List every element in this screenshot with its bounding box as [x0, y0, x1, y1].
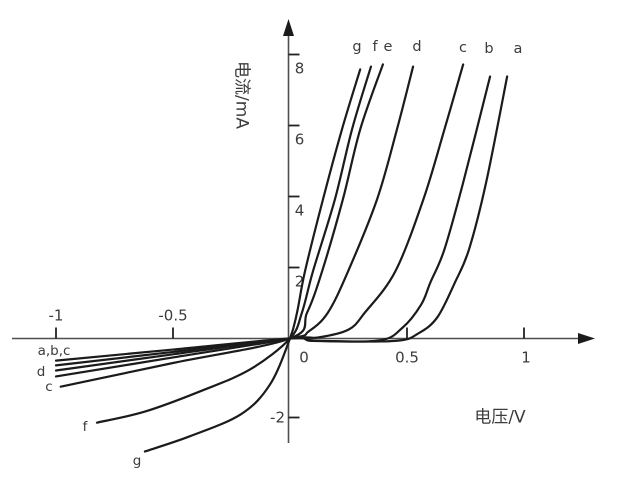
curve-b	[54, 75, 492, 367]
x-tick-label: 1	[521, 349, 531, 367]
y-tick-label: -2	[270, 409, 285, 427]
curve-e	[59, 63, 384, 388]
y-axis-title: 电流/mA	[231, 61, 252, 129]
x-axis-arrow-icon	[578, 333, 595, 344]
y-tick-label: 8	[295, 60, 305, 78]
reverse-branch-label: f	[83, 419, 89, 435]
x-tick-label: -1	[49, 307, 64, 325]
x-tick-label: 0	[299, 349, 309, 367]
curve-top-label-f: f	[372, 39, 378, 55]
y-axis-arrow-icon	[283, 19, 294, 36]
y-tick-label: 2	[295, 273, 305, 291]
curve-top-label-a: a	[514, 41, 523, 57]
y-tick-label: 6	[295, 131, 305, 149]
curve-top-label-g: g	[352, 39, 361, 55]
reverse-branch-label: d	[37, 364, 46, 380]
curve-f	[95, 65, 373, 424]
curve-d	[54, 65, 415, 378]
x-tick-label: -0.5	[158, 307, 187, 325]
reverse-branch-label: c	[45, 379, 52, 395]
x-tick-label: 0.5	[395, 349, 419, 367]
x-axis-title: 电压/V	[474, 407, 526, 428]
curve-g	[143, 68, 362, 453]
reverse-branch-label: g	[133, 453, 142, 469]
y-tick-label: 4	[295, 202, 305, 220]
curve-a	[54, 75, 509, 362]
reverse-branch-label: a,b,c	[38, 343, 71, 359]
curve-top-label-e: e	[384, 39, 393, 55]
curve-top-label-c: c	[459, 40, 467, 56]
curve-top-label-d: d	[412, 39, 421, 55]
curve-c	[54, 63, 465, 372]
curve-top-label-b: b	[484, 41, 493, 57]
